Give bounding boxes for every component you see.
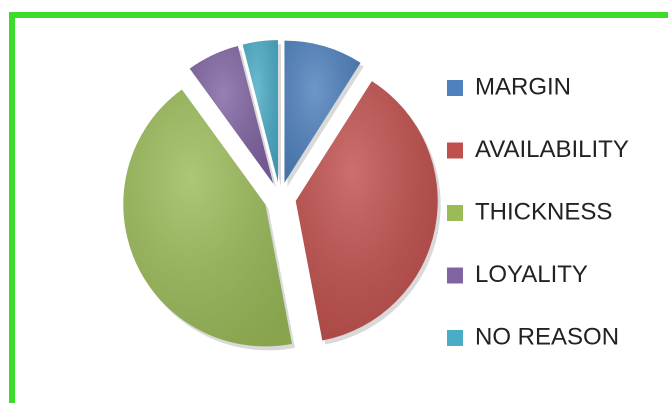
pie [123,40,441,351]
frame-top [9,12,668,18]
legend-label: LOYALITY [475,261,588,288]
legend-swatch [447,205,463,221]
legend-swatch [447,142,463,159]
legend-label: THICKNESS [475,198,612,225]
frame-left [9,12,15,403]
legend-label: AVAILABILITY [475,136,629,163]
legend-swatch [447,330,463,346]
legend-swatch [447,80,463,96]
slice-shade [242,40,278,183]
slice-shade [295,81,438,341]
slice-shade [123,89,292,347]
slice-shade [284,40,361,183]
legend-swatch [447,267,463,284]
legend-label: MARGIN [475,73,571,100]
legend-label: NO REASON [475,323,619,350]
slice-shade [189,45,274,184]
legend: MARGIN AVAILABILITY THICKNESS LOYALITY NO RE… [447,73,629,350]
